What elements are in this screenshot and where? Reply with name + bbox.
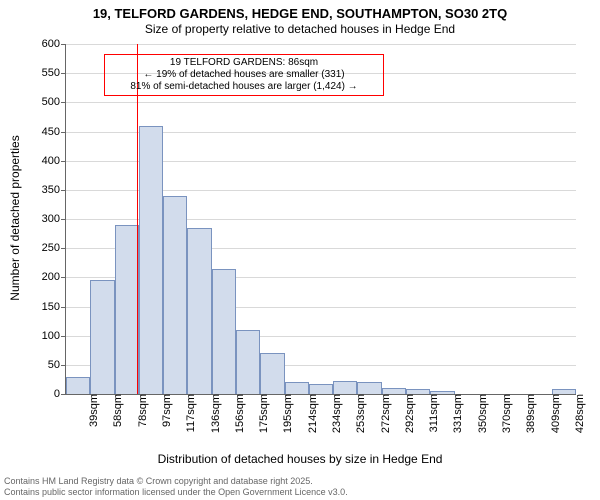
xtick-label: 389sqm (519, 394, 537, 433)
chart-container: 19, TELFORD GARDENS, HEDGE END, SOUTHAMP… (0, 0, 600, 500)
footer-line-1: Contains HM Land Registry data © Crown c… (4, 476, 348, 487)
x-axis-label: Distribution of detached houses by size … (0, 452, 600, 466)
histogram-bar (357, 382, 381, 394)
histogram-bar (285, 382, 309, 394)
annotation-line-2: ← 19% of detached houses are smaller (33… (107, 69, 381, 81)
marker-line (137, 44, 138, 394)
gridline (66, 102, 576, 103)
plot-area: 05010015020025030035040045050055060039sq… (65, 44, 576, 395)
ytick-label: 400 (42, 155, 66, 167)
histogram-bar (139, 126, 163, 394)
histogram-bar (90, 280, 114, 394)
histogram-bar (260, 353, 284, 394)
xtick-label: 78sqm (131, 394, 149, 427)
xtick-label: 39sqm (82, 394, 100, 427)
xtick-label: 234sqm (325, 394, 343, 433)
ytick-label: 200 (42, 271, 66, 283)
histogram-bar (163, 196, 187, 394)
ytick-label: 0 (54, 388, 66, 400)
annotation-box: 19 TELFORD GARDENS: 86sqm ← 19% of detac… (104, 54, 384, 96)
ytick-label: 300 (42, 213, 66, 225)
histogram-bar (333, 381, 357, 394)
xtick-label: 370sqm (495, 394, 513, 433)
histogram-bar (236, 330, 260, 394)
footer-line-2: Contains public sector information licen… (4, 487, 348, 498)
xtick-label: 175sqm (252, 394, 270, 433)
annotation-line-3: 81% of semi-detached houses are larger (… (107, 81, 381, 93)
ytick-label: 550 (42, 67, 66, 79)
xtick-label: 253sqm (349, 394, 367, 433)
histogram-bar (187, 228, 211, 394)
histogram-bar (115, 225, 139, 394)
ytick-label: 150 (42, 301, 66, 313)
xtick-label: 156sqm (228, 394, 246, 433)
xtick-label: 195sqm (276, 394, 294, 433)
ytick-label: 100 (42, 330, 66, 342)
xtick-label: 272sqm (374, 394, 392, 433)
xtick-label: 97sqm (155, 394, 173, 427)
histogram-bar (212, 269, 236, 394)
chart-subtitle: Size of property relative to detached ho… (0, 22, 600, 36)
histogram-bar (66, 377, 90, 395)
footer: Contains HM Land Registry data © Crown c… (0, 474, 352, 500)
xtick-label: 292sqm (398, 394, 416, 433)
xtick-label: 117sqm (179, 394, 197, 432)
xtick-label: 311sqm (422, 394, 440, 432)
ytick-label: 450 (42, 126, 66, 138)
ytick-label: 50 (48, 359, 66, 371)
ytick-label: 350 (42, 184, 66, 196)
xtick-label: 214sqm (301, 394, 319, 433)
ytick-label: 250 (42, 242, 66, 254)
xtick-label: 350sqm (471, 394, 489, 433)
ytick-label: 600 (42, 38, 66, 50)
gridline (66, 44, 576, 45)
annotation-line-1: 19 TELFORD GARDENS: 86sqm (107, 57, 381, 69)
xtick-label: 331sqm (446, 394, 464, 433)
y-axis-label: Number of detached properties (8, 118, 22, 318)
xtick-label: 136sqm (204, 394, 222, 433)
histogram-bar (309, 384, 333, 395)
xtick-label: 58sqm (106, 394, 124, 427)
xtick-label: 428sqm (568, 394, 586, 433)
ytick-label: 500 (42, 96, 66, 108)
chart-title: 19, TELFORD GARDENS, HEDGE END, SOUTHAMP… (0, 6, 600, 21)
xtick-label: 409sqm (544, 394, 562, 433)
